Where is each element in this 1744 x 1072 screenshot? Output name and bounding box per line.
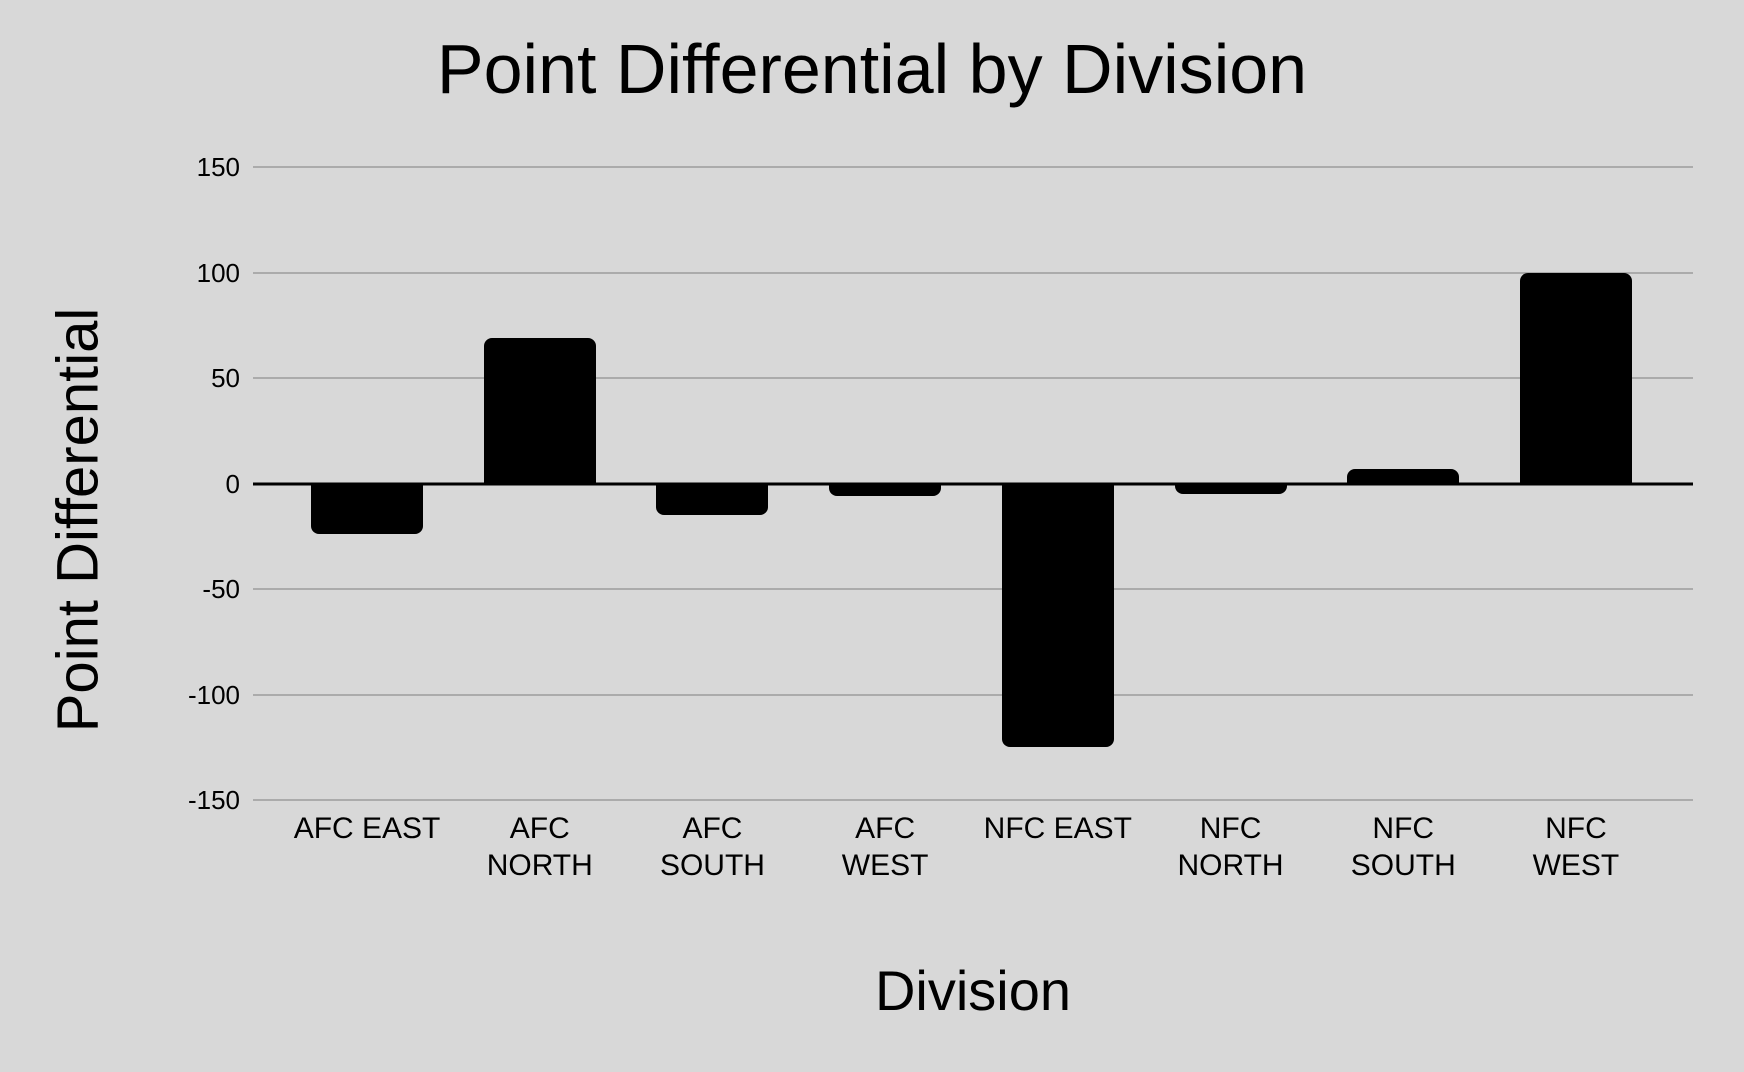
gridline-y--100 [253,693,1693,696]
x-category-label-nfc-south: NFC SOUTH [1350,812,1456,882]
x-category-label-nfc-west: NFC WEST [1532,812,1620,882]
bar-afc-west[interactable] [829,483,942,497]
y-tick-label--150: -150 [187,785,240,815]
x-category-label-nfc-north: NFC NORTH [1177,812,1284,882]
gridline-y--50 [253,588,1693,590]
y-axis-title: Point Differential [45,307,111,733]
chart-title: Point Differential by Division [436,30,1308,108]
gridline-y-50 [253,377,1693,379]
y-tick-label-100: 100 [196,257,240,288]
x-axis-title: Division [874,959,1072,1022]
bar-nfc-south[interactable] [1347,468,1460,484]
bar-afc-east[interactable] [311,483,424,535]
x-category-label-nfc-east: NFC EAST [983,812,1133,845]
y-tick-label--100: -100 [187,679,240,710]
x-category-label-afc-south: AFC SOUTH [659,812,765,882]
bar-afc-south[interactable] [656,483,769,516]
y-tick-label-150: 150 [196,152,240,182]
gridline-y--150 [253,799,1693,801]
bar-nfc-east[interactable] [1001,483,1114,748]
y-tick-label-50: 50 [211,363,240,393]
plot-area [253,166,1693,801]
bar-nfc-north[interactable] [1174,483,1287,495]
bar-afc-north[interactable] [483,337,596,484]
y-tick-label--50: -50 [202,574,240,604]
y-tick-label-0: 0 [225,468,240,499]
bar-nfc-west[interactable] [1519,272,1632,484]
zero-axis-line [253,482,1693,485]
x-category-label-afc-north: AFC NORTH [486,812,593,882]
gridline-y-100 [253,271,1693,274]
x-category-label-afc-west: AFC WEST [841,812,929,882]
gridline-y-150 [253,166,1693,168]
x-category-label-afc-east: AFC EAST [293,812,441,845]
